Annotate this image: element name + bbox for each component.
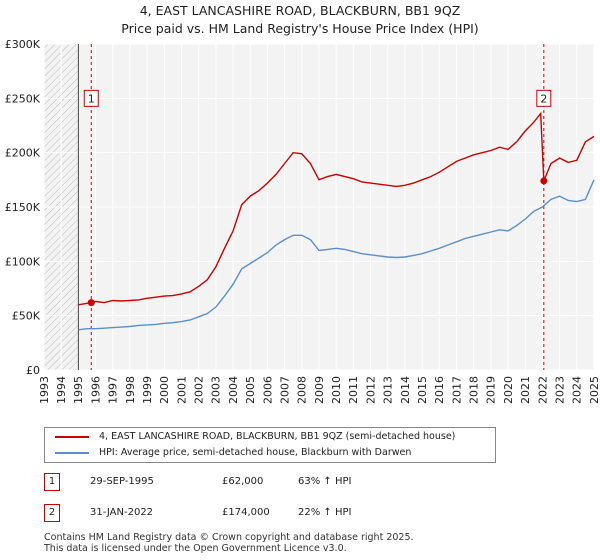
x-tick-label: 2009 [313, 376, 326, 404]
x-tick-label: 2017 [450, 376, 463, 404]
y-tick-label: £100K [5, 255, 41, 268]
chart-title: 4, EAST LANCASHIRE ROAD, BLACKBURN, BB1 … [139, 3, 461, 18]
y-tick-label: £150K [5, 201, 41, 214]
footer-line-1: Contains HM Land Registry data © Crown c… [44, 532, 414, 543]
series-line-property [78, 111, 595, 306]
sale-label-text-1: 1 [88, 92, 95, 105]
x-tick-label: 2016 [433, 376, 446, 404]
x-tick-label: 1994 [55, 376, 68, 404]
x-tick-label: 1997 [107, 376, 120, 404]
x-tick-label: 2018 [468, 376, 481, 404]
sale-row-1-hpi: 63% ↑ HPI [298, 476, 352, 487]
sale-point-2 [540, 177, 548, 185]
footer-line-2: This data is licensed under the Open Gov… [44, 543, 347, 554]
x-tick-label: 2006 [261, 376, 274, 404]
legend-label-hpi: HPI: Average price, semi-detached house,… [99, 447, 412, 458]
x-tick-label: 1999 [141, 376, 154, 404]
sale-row-2-badge: 2 [44, 504, 60, 522]
sale-label-text-2: 2 [540, 92, 547, 105]
sale-row-1-price: £62,000 [222, 476, 264, 487]
y-tick-label: £300K [5, 38, 41, 51]
legend: 4, EAST LANCASHIRE ROAD, BLACKBURN, BB1 … [44, 427, 496, 463]
x-tick-label: 2024 [571, 376, 584, 404]
x-tick-label: 2000 [158, 376, 171, 404]
x-tick-label: 2014 [399, 376, 412, 404]
x-tick-label: 2020 [502, 376, 515, 404]
footer: Contains HM Land Registry data © Crown c… [44, 532, 414, 554]
x-tick-label: 2003 [210, 376, 223, 404]
x-tick-label: 2012 [364, 376, 377, 404]
sale-points [87, 177, 548, 307]
y-tick-label: £50K [12, 310, 41, 323]
sale-label-box-1 [83, 89, 99, 107]
x-axis-ticks: 1993 1994 1995 1996 1997 1998 1999 2000 2001 2002… [38, 376, 600, 404]
x-tick-label: 2002 [193, 376, 206, 404]
sale-row-2-hpi: 22% ↑ HPI [298, 507, 352, 518]
x-tick-label: 2019 [485, 376, 498, 404]
x-tick-label: 2005 [244, 376, 257, 404]
x-tick-label: 2015 [416, 376, 429, 404]
x-tick-label: 1996 [89, 376, 102, 404]
chart-subtitle: Price paid vs. HM Land Registry's House … [121, 21, 479, 36]
series-lines [78, 111, 595, 331]
sale-row-1-badge: 1 [44, 473, 60, 491]
x-tick-label: 1995 [72, 376, 85, 404]
x-tick-label: 2001 [175, 376, 188, 404]
y-tick-label: £200K [5, 147, 41, 160]
legend-label-property: 4, EAST LANCASHIRE ROAD, BLACKBURN, BB1 … [99, 431, 456, 442]
x-tick-label: 2011 [347, 376, 360, 404]
x-tick-label: 1998 [124, 376, 137, 404]
x-tick-label: 2013 [382, 376, 395, 404]
y-tick-label: £250K [5, 92, 41, 105]
chart-title-block: 4, EAST LANCASHIRE ROAD, BLACKBURN, BB1 … [0, 2, 600, 38]
series-line-hpi [78, 179, 595, 331]
sale-label-1: 1 [83, 89, 99, 107]
x-tick-label: 1993 [38, 376, 51, 404]
grid-lines [43, 43, 595, 371]
x-tick-label: 2007 [278, 376, 291, 404]
x-tick-label: 2022 [536, 376, 549, 404]
sale-row-1-date: 29-SEP-1995 [90, 476, 154, 487]
y-axis-ticks: £0 £50K £100K £150K £200K £250K £300K [5, 38, 41, 377]
legend-line-property [55, 436, 89, 438]
sale-label-box-2 [536, 89, 552, 107]
y-tick-label: £0 [26, 364, 40, 377]
x-tick-label: 2025 [588, 376, 600, 404]
x-tick-label: 2004 [227, 376, 240, 404]
sale-label-2: 2 [536, 89, 552, 107]
legend-line-hpi [55, 452, 89, 454]
sale-row-2-price: £174,000 [222, 507, 270, 518]
sale-point-1 [87, 299, 95, 307]
x-tick-label: 2010 [330, 376, 343, 404]
sale-row-2-date: 31-JAN-2022 [90, 507, 154, 518]
x-tick-label: 2023 [553, 376, 566, 404]
x-tick-label: 2008 [296, 376, 309, 404]
x-tick-label: 2021 [519, 376, 532, 404]
